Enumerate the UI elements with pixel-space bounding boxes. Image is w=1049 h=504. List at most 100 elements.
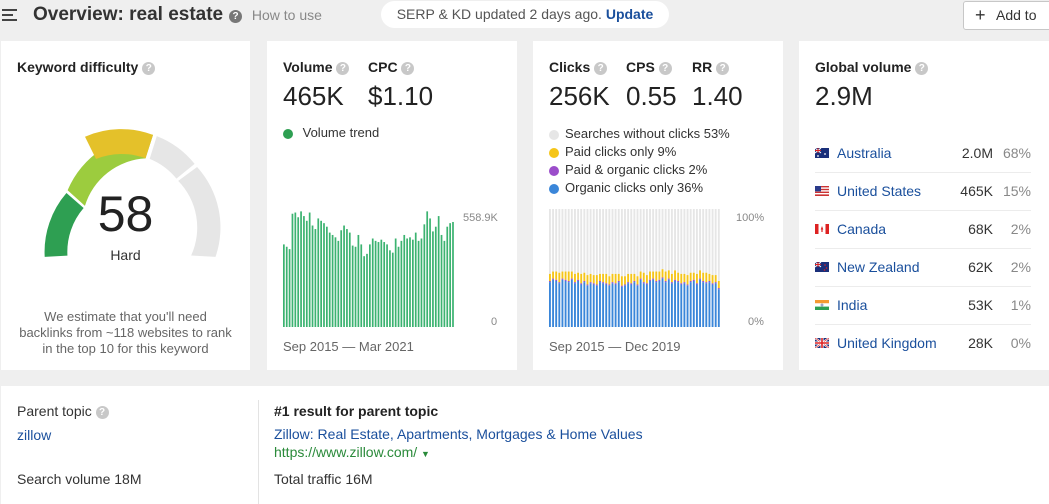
- paid-organic-segment: [595, 284, 598, 286]
- organic-segment: [686, 285, 689, 327]
- paid-segment: [639, 271, 642, 279]
- organic-segment: [614, 284, 617, 327]
- cpc-title-row: CPC ?: [368, 59, 415, 75]
- paid-segment: [680, 273, 683, 284]
- kd-note-line: backlinks from ~118 websites to rank: [19, 325, 232, 340]
- paid-segment: [555, 271, 558, 280]
- volume-bar: [360, 244, 363, 327]
- clicks-help-icon[interactable]: ?: [594, 61, 608, 75]
- paid-segment: [670, 273, 673, 283]
- parent-topic-link[interactable]: zillow: [17, 427, 52, 443]
- volume-bar: [391, 252, 394, 327]
- paid-segment: [627, 273, 630, 283]
- organic-segment: [664, 282, 667, 327]
- top-result-link[interactable]: Zillow: Real Estate, Apartments, Mortgag…: [274, 426, 643, 442]
- paid-segment: [552, 271, 555, 279]
- us-flag-icon: [815, 186, 829, 196]
- country-row[interactable]: Canada 68K 2%: [815, 210, 1031, 248]
- country-name[interactable]: United States: [837, 183, 922, 199]
- no-click-segment: [595, 209, 598, 276]
- paid-segment: [717, 280, 720, 289]
- organic-segment: [627, 283, 630, 327]
- volume-bar: [412, 239, 414, 327]
- country-volume: 2.0M: [961, 145, 993, 161]
- how-to-use-link[interactable]: ? How to use: [229, 7, 322, 23]
- menu-icon[interactable]: [2, 8, 18, 22]
- paid-organic-segment: [711, 283, 714, 285]
- volume-bar: [288, 249, 291, 327]
- kd-title-row: Keyword difficulty ?: [17, 59, 156, 75]
- organic-segment: [577, 280, 580, 327]
- cps-help-icon[interactable]: ?: [658, 61, 672, 75]
- no-click-segment: [630, 209, 633, 274]
- cpc-help-icon[interactable]: ?: [401, 61, 415, 75]
- organic-segment: [705, 283, 708, 327]
- paid-organic-segment: [574, 282, 576, 284]
- volume-bar: [449, 223, 451, 327]
- plus-icon: +: [975, 5, 986, 25]
- country-name[interactable]: Canada: [837, 221, 887, 237]
- organic-segment: [645, 284, 648, 327]
- organic-segment: [580, 284, 583, 327]
- paid-organic-segment: [680, 283, 683, 285]
- no-click-segment: [620, 209, 623, 277]
- paid-organic-segment: [649, 279, 651, 281]
- volume-help-icon[interactable]: ?: [336, 61, 350, 75]
- country-name[interactable]: New Zealand: [837, 259, 920, 275]
- add-to-button[interactable]: + Add to: [963, 1, 1049, 30]
- clicks-date-range: Sep 2015 — Dec 2019: [549, 339, 681, 354]
- volume-bar: [320, 220, 322, 327]
- cps-title-row: CPS ?: [626, 59, 672, 75]
- paid-organic-segment: [549, 280, 551, 283]
- no-click-segment: [614, 209, 617, 274]
- volume-bar: [300, 211, 302, 327]
- paid-organic-segment: [586, 284, 589, 286]
- paid-segment: [705, 272, 708, 283]
- volume-bar: [294, 212, 297, 327]
- caret-down-icon[interactable]: ▼: [421, 449, 430, 459]
- paid-segment: [689, 272, 692, 281]
- paid-segment: [702, 272, 705, 281]
- country-row[interactable]: India 53K 1%: [815, 286, 1031, 324]
- organic-segment: [670, 283, 673, 327]
- organic-segment: [574, 283, 576, 327]
- country-name[interactable]: India: [837, 297, 868, 313]
- organic-segment: [570, 279, 573, 327]
- rr-help-icon[interactable]: ?: [716, 61, 730, 75]
- paid-organic-segment: [667, 278, 670, 280]
- paid-segment: [577, 272, 580, 280]
- no-click-segment: [689, 209, 692, 273]
- no-click-segment: [555, 209, 558, 272]
- no-click-segment: [670, 209, 673, 274]
- no-click-segment: [580, 209, 583, 274]
- global-help-icon[interactable]: ?: [915, 61, 929, 75]
- cps-label: CPS: [626, 59, 655, 75]
- kd-help-icon[interactable]: ?: [142, 61, 156, 75]
- country-row[interactable]: United States 465K 15%: [815, 172, 1031, 210]
- volume-bar: [326, 226, 328, 327]
- no-click-segment: [711, 209, 714, 276]
- paid-organic-segment: [567, 280, 570, 283]
- no-click-segment: [674, 209, 676, 271]
- paid-segment: [699, 270, 701, 279]
- paid-organic-segment: [645, 283, 648, 285]
- country-row[interactable]: New Zealand 62K 2%: [815, 248, 1031, 286]
- paid-segment: [614, 273, 617, 284]
- country-row[interactable]: Australia 2.0M 68%: [815, 135, 1031, 172]
- country-name[interactable]: United Kingdom: [837, 335, 937, 351]
- parent-help-icon[interactable]: ?: [95, 405, 109, 419]
- no-click-segment: [686, 209, 689, 276]
- paid-organic-segment: [558, 282, 561, 284]
- organic-segment: [620, 286, 623, 327]
- volume-bar: [406, 238, 408, 327]
- no-click-segment: [683, 209, 686, 274]
- top-result-url-row[interactable]: https://www.zillow.com/ ▼: [274, 444, 430, 460]
- country-name[interactable]: Australia: [837, 145, 892, 161]
- no-click-segment: [599, 209, 601, 274]
- parent-topic-divider: [258, 400, 259, 504]
- top-result-url[interactable]: https://www.zillow.com/: [274, 444, 418, 460]
- kd-note: We estimate that you'll need backlinks f…: [1, 309, 250, 357]
- country-row[interactable]: United Kingdom 28K 0%: [815, 324, 1031, 362]
- organic-segment: [680, 284, 683, 327]
- update-link[interactable]: Update: [605, 6, 654, 22]
